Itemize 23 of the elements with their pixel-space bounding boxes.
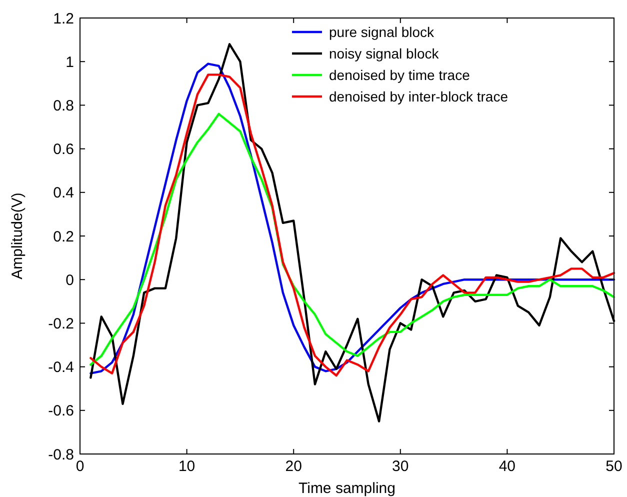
x-tick-label: 50	[606, 458, 622, 475]
y-tick-label: -0.8	[48, 446, 74, 464]
x-tick-label: 20	[285, 458, 302, 475]
x-axis-title: Time sampling	[298, 480, 396, 497]
legend-label: denoised by inter-block trace	[329, 88, 508, 104]
y-tick-label: -0.4	[48, 359, 74, 376]
y-tick-label: 0.8	[53, 97, 74, 114]
y-tick-label: 1.2	[53, 10, 74, 28]
y-tick-label: 1	[66, 54, 74, 71]
y-axis-title: Amplitude(V)	[9, 192, 26, 280]
y-tick-label: 0.6	[53, 141, 74, 158]
y-tick-label: 0.2	[53, 228, 74, 246]
legend-label: noisy signal block	[329, 45, 440, 62]
y-tick-label: -0.2	[48, 315, 74, 332]
x-tick-label: 30	[392, 458, 409, 475]
legend-label: denoised by time trace	[329, 66, 470, 83]
legend-label: pure signal block	[329, 24, 436, 40]
x-tick-label: 10	[178, 458, 196, 475]
x-tick-label: 40	[498, 458, 516, 475]
y-tick-label: 0	[66, 272, 74, 289]
line-series	[90, 112, 616, 366]
y-tick-label: 0.4	[53, 184, 74, 202]
y-tick-label: -0.6	[48, 402, 74, 420]
